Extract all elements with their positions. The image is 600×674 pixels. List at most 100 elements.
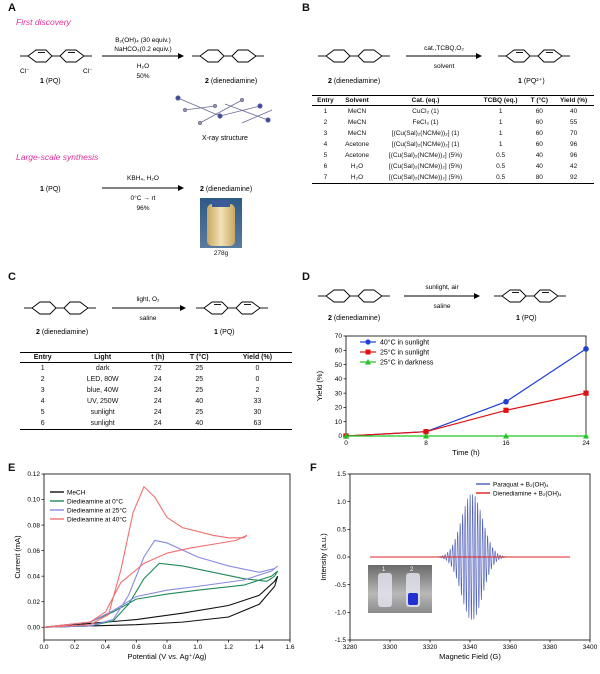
table-c-cell: 2 xyxy=(255,387,260,394)
table-b-cell: 5 xyxy=(323,152,328,159)
x-tick-label: 0.6 xyxy=(132,644,141,651)
data-point xyxy=(423,433,429,439)
table-b-cell: [(Cu(Sal)₂(NCMe))₂] (1) xyxy=(391,130,460,137)
x-tick-label: 1.2 xyxy=(224,644,233,651)
dienediamine-label: 2 (dienediamine) xyxy=(205,78,257,85)
table-b-cell: [(Cu(Sal)₂(NCMe))₂] (5%) xyxy=(388,163,463,170)
legend-entry: 25°C in sunlight xyxy=(380,349,429,357)
legend-entry: Dienediamine + B₂(OH)₄ xyxy=(493,490,562,497)
table-b-cell: 1 xyxy=(498,119,503,126)
c-product-label: 1 (PQ) xyxy=(214,329,235,336)
x-axis-label: Potential (V vs. Ag⁺/Ag) xyxy=(128,652,207,661)
table-b-row: 4 Acetone [(Cu(Sal)₂(NCMe))₂] (1) 1 60 96 xyxy=(312,139,594,150)
xray-structure-icon xyxy=(175,95,273,126)
y-axis-label: Intensity (a.u.) xyxy=(319,533,328,581)
table-b-row: 1 MeCN CuCl₂ (1) 1 60 40 xyxy=(312,106,594,118)
table-b-cell: 2 xyxy=(323,119,328,126)
x-tick-label: 1.6 xyxy=(285,644,294,651)
legend-entry: 25°C in darkness xyxy=(380,359,434,367)
x-tick-label: 3280 xyxy=(343,644,358,651)
table-b-header-0: Entry xyxy=(312,95,339,106)
table-b-cell: 60 xyxy=(535,108,543,115)
table-c-cell: UV, 250W xyxy=(87,398,119,405)
table-c-cell: dark xyxy=(95,365,110,372)
x-axis-label: Magnetic Field (G) xyxy=(439,652,501,661)
legend-entry: 40°C in sunlight xyxy=(380,339,429,347)
table-b-cell: 1 xyxy=(498,130,503,137)
table-b-cell: 60 xyxy=(535,119,543,126)
data-point xyxy=(503,407,509,413)
table-b-cell: 1 xyxy=(498,108,503,115)
x-tick-label: 3360 xyxy=(503,644,518,651)
legend-marker xyxy=(365,359,371,365)
table-b-cell: 42 xyxy=(570,163,578,170)
table-c-row: 2 LED, 80W 24 25 0 xyxy=(20,374,292,385)
table-b-cell: 40 xyxy=(535,163,543,170)
table-c-cell: 40 xyxy=(195,398,204,405)
table-c-cell: blue, 40W xyxy=(86,387,119,394)
series-line-1 xyxy=(345,392,587,437)
table-b-cell: 3 xyxy=(323,130,328,137)
table-b-cell: 0.5 xyxy=(496,152,506,159)
table-c-row: 5 sunlight 24 25 30 xyxy=(20,407,292,418)
c-sm-label: 2 (dienediamine) xyxy=(36,329,88,336)
table-b-row: 3 MeCN [(Cu(Sal)₂(NCMe))₂] (1) 1 60 70 xyxy=(312,128,594,139)
x-tick-label: 0.0 xyxy=(39,644,48,651)
table-b-row: 7 H₂O [(Cu(Sal)₂(NCMe))₂] (5%) 0.5 80 92 xyxy=(312,172,594,184)
x-axis-label: Time (h) xyxy=(452,448,480,457)
ls-product-label: 2 (dienediamine) xyxy=(200,186,252,193)
table-b-cell: 55 xyxy=(570,119,578,126)
table-c-cell: LED, 80W xyxy=(86,376,119,383)
table-b-cell: H₂O xyxy=(350,163,364,170)
table-c-cell: 63 xyxy=(222,418,292,430)
y-tick-label: -1.0 xyxy=(335,610,347,617)
y-tick-label: 0.0 xyxy=(337,554,346,561)
reagent-line2: NaHCO₃(0.2 equiv.) xyxy=(114,46,171,53)
c-arrow-bottom: saline xyxy=(140,315,157,322)
table-b-cell: Acetone xyxy=(345,141,369,148)
legend-marker xyxy=(365,349,371,355)
y-tick-label: 0.12 xyxy=(27,471,40,478)
x-tick-label: 24 xyxy=(582,440,590,447)
table-c-row: 3 blue, 40W 24 25 2 xyxy=(20,385,292,396)
b-arrow-bottom: solvent xyxy=(434,63,455,70)
ls-sm-label: 1 (PQ) xyxy=(40,186,61,193)
panel-f-label: F xyxy=(310,462,317,474)
table-b-row: 5 Acetone [(Cu(Sal)₂(NCMe))₂] (5%) 0.5 40 96 xyxy=(312,150,594,161)
panel-b-scheme: 2 (dienediamine) cat.,TCBQ,O₂ solvent 1 … xyxy=(318,45,570,85)
d-arrow-bottom: saline xyxy=(434,303,451,310)
table-c-cell: 25 xyxy=(195,409,204,416)
table-c-cell: 25 xyxy=(195,387,204,394)
legend-entry: MeCH xyxy=(67,489,86,496)
x-tick-label: 1.0 xyxy=(193,644,202,651)
table-c-cell: 6 xyxy=(20,418,66,430)
pq-label: 1 (PQ) xyxy=(40,78,61,85)
reagent-line1: B₂(OH)₄ (30 equiv.) xyxy=(115,37,171,44)
data-point xyxy=(343,433,349,439)
y-tick-label: 0 xyxy=(338,433,342,440)
table-b-cell: [(Cu(Sal)₂(NCMe))₂] (5%) xyxy=(388,152,463,159)
table-b-header-5: Yield (%) xyxy=(553,95,594,106)
photo-label-2: 2 xyxy=(410,567,414,573)
photo-label-1: 1 xyxy=(382,567,386,573)
table-b-row: 2 MeCN FeCl₃ (1) 1 60 55 xyxy=(312,117,594,128)
table-c-cell: 24 xyxy=(153,387,162,394)
c-arrow-top: light, O₂ xyxy=(136,296,160,303)
x-tick-label: 3300 xyxy=(383,644,398,651)
table-b-cell: 92 xyxy=(553,172,594,184)
x-tick-label: 1.4 xyxy=(255,644,264,651)
chart-e: 0.0 0.2 0.4 0.6 0.8 1.0 1.2 1.4 1.6 0.00 0.02 0.04 0… xyxy=(13,471,295,661)
legend-entry: Diedieamine at 0°C xyxy=(67,497,123,505)
legend-entry: Paraquat + B₂(OH)₄ xyxy=(493,481,549,488)
table-b-header-3: TCBQ (eq.) xyxy=(475,95,526,106)
table-c-cell: 25 xyxy=(195,376,204,383)
large-scale-heading: Large-scale synthesis xyxy=(16,152,99,162)
table-c-cell: 2 xyxy=(40,376,45,383)
x-tick-label: 3340 xyxy=(463,644,478,651)
y-tick-label: 50 xyxy=(335,362,343,369)
table-c-cell: 24 xyxy=(153,398,162,405)
y-tick-label: 0.04 xyxy=(27,573,40,580)
x-tick-label: 0 xyxy=(344,440,348,447)
d-sm-label: 2 (dienediamine) xyxy=(328,315,380,322)
table-b-header-1: Solvent xyxy=(338,95,376,106)
